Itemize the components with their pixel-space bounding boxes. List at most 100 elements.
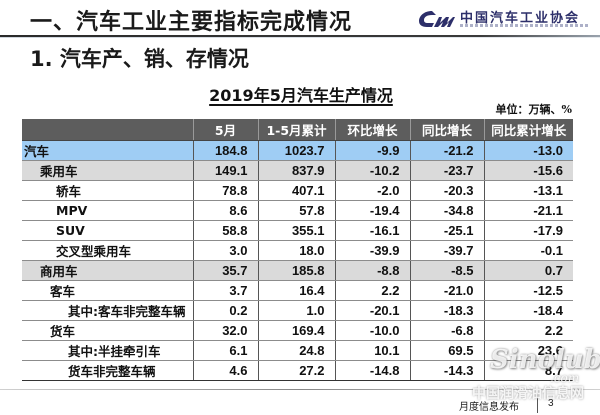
table-row: 轿车 78.8 407.1 -2.0 -20.3 -13.1 (22, 180, 573, 201)
cell-yoy: -21.0 (410, 280, 485, 301)
header-divider-light (0, 37, 600, 38)
footer-label: 月度信息发布 (459, 402, 519, 413)
cell-yoy: -14.3 (410, 360, 485, 381)
table-row: 乘用车 149.1 837.9 -10.2 -23.7 -15.6 (22, 160, 573, 181)
cell-mom: 2.2 (335, 280, 411, 301)
page-number: 3 (548, 398, 554, 409)
row-name: 乘用车 (22, 160, 194, 181)
cell-mom: -2.0 (335, 180, 411, 201)
table-row: 交叉型乘用车 3.0 18.0 -39.9 -39.7 -0.1 (22, 240, 573, 261)
cell-ytd-yoy: -13.1 (484, 180, 573, 201)
row-name: MPV (22, 200, 194, 221)
cell-yoy: -23.7 (410, 160, 485, 181)
cell-may: 149.1 (193, 160, 259, 181)
cell-ytd-yoy: -12.5 (484, 280, 573, 301)
table-row: 商用车 35.7 185.8 -8.8 -8.5 0.7 (22, 260, 573, 281)
row-name: 货车 (22, 320, 194, 341)
table-row: SUV 58.8 355.1 -16.1 -25.1 -17.9 (22, 220, 573, 241)
cell-yoy: -18.3 (410, 300, 485, 321)
cell-ytd: 27.2 (258, 360, 336, 381)
row-name: 客车 (22, 280, 194, 301)
column-header-ytd-yoy: 同比累计增长 (484, 119, 573, 141)
column-header-mom: 环比增长 (335, 119, 411, 141)
row-name: 交叉型乘用车 (22, 240, 194, 261)
column-header-name (22, 119, 194, 141)
cell-ytd-yoy: -21.1 (484, 200, 573, 221)
cell-ytd: 837.9 (258, 160, 336, 181)
table-row: 货车 32.0 169.4 -10.0 -6.8 2.2 (22, 320, 573, 341)
cell-mom: -10.0 (335, 320, 411, 341)
footer-divider (0, 389, 600, 390)
cell-yoy: -6.8 (410, 320, 485, 341)
cell-mom: -20.1 (335, 300, 411, 321)
cell-may: 3.0 (193, 240, 259, 261)
logo-text: 中国汽车工业协会 (460, 11, 581, 26)
production-table: 5月 1-5月累计 环比增长 同比增长 同比累计增长 汽车 184.8 1023… (22, 119, 573, 381)
column-header-yoy: 同比增长 (410, 119, 485, 141)
table-row: 货车非完整车辆 4.6 27.2 -14.8 -14.3 8.7 (22, 360, 573, 381)
cell-may: 6.1 (193, 340, 259, 361)
table-row: 客车 3.7 16.4 2.2 -21.0 -12.5 (22, 280, 573, 301)
cell-ytd-yoy: -0.1 (484, 240, 573, 261)
cell-may: 78.8 (193, 180, 259, 201)
cell-may: 4.6 (193, 360, 259, 381)
cell-ytd: 24.8 (258, 340, 336, 361)
main-title: 一、汽车工业主要指标完成情况 (30, 10, 353, 35)
cell-ytd: 57.8 (258, 200, 336, 221)
cell-ytd-yoy: -15.6 (484, 160, 573, 181)
slide-header: 一、汽车工业主要指标完成情况 中国汽车工业协会 (0, 0, 600, 40)
unit-label: 单位：万辆、% (495, 103, 572, 116)
column-header-ytd: 1-5月累计 (258, 119, 336, 141)
row-name: 商用车 (22, 260, 194, 281)
cell-mom: -19.4 (335, 200, 411, 221)
cell-mom: -16.1 (335, 220, 411, 241)
cell-ytd: 407.1 (258, 180, 336, 201)
table-row: 其中:客车非完整车辆 0.2 1.0 -20.1 -18.3 -18.4 (22, 300, 573, 321)
cell-mom: -8.8 (335, 260, 411, 281)
cell-yoy: -39.7 (410, 240, 485, 261)
row-name: 汽车 (22, 140, 194, 161)
cell-ytd-yoy: -13.0 (484, 140, 573, 161)
cell-ytd: 1.0 (258, 300, 336, 321)
table-row: MPV 8.6 57.8 -19.4 -34.8 -21.1 (22, 200, 573, 221)
cell-mom: -10.2 (335, 160, 411, 181)
cell-may: 58.8 (193, 220, 259, 241)
caam-logo: 中国汽车工业协会 (418, 6, 598, 32)
cell-may: 0.2 (193, 300, 259, 321)
cell-may: 35.7 (193, 260, 259, 281)
cell-ytd: 1023.7 (258, 140, 336, 161)
cell-ytd-yoy: 23.6 (484, 340, 573, 361)
cell-ytd-yoy: -18.4 (484, 300, 573, 321)
cell-ytd: 18.0 (258, 240, 336, 261)
row-name: SUV (22, 220, 194, 241)
column-header-may: 5月 (193, 119, 259, 141)
cell-mom: -39.9 (335, 240, 411, 261)
cell-may: 184.8 (193, 140, 259, 161)
cell-yoy: -21.2 (410, 140, 485, 161)
cell-ytd-yoy: -17.9 (484, 220, 573, 241)
table-header-row: 5月 1-5月累计 环比增长 同比增长 同比累计增长 (22, 119, 573, 141)
cell-may: 32.0 (193, 320, 259, 341)
header-divider (0, 35, 600, 37)
row-name: 货车非完整车辆 (22, 360, 194, 381)
row-name: 轿车 (22, 180, 194, 201)
cell-yoy: -34.8 (410, 200, 485, 221)
cell-ytd-yoy: 8.7 (484, 360, 573, 381)
footer-separator (537, 393, 538, 413)
table-row: 汽车 184.8 1023.7 -9.9 -21.2 -13.0 (22, 140, 573, 161)
cell-ytd: 169.4 (258, 320, 336, 341)
table-row: 其中:半挂牵引车 6.1 24.8 10.1 69.5 23.6 (22, 340, 573, 361)
table-title: 2019年5月汽车生产情况 (209, 86, 393, 105)
row-name: 其中:半挂牵引车 (22, 340, 194, 361)
cell-yoy: -8.5 (410, 260, 485, 281)
row-name: 其中:客车非完整车辆 (22, 300, 194, 321)
cell-mom: -9.9 (335, 140, 411, 161)
cell-may: 8.6 (193, 200, 259, 221)
logo-subtitle (460, 24, 590, 27)
cell-yoy: -25.1 (410, 220, 485, 241)
cell-mom: 10.1 (335, 340, 411, 361)
cell-ytd: 16.4 (258, 280, 336, 301)
caam-logo-icon (419, 11, 455, 27)
cell-yoy: 69.5 (410, 340, 485, 361)
cell-may: 3.7 (193, 280, 259, 301)
